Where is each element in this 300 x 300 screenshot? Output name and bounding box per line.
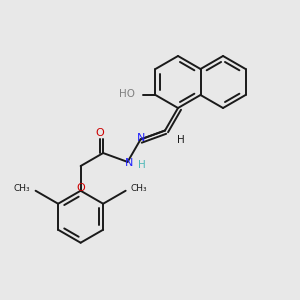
Text: O: O [76, 183, 85, 193]
Text: N: N [124, 158, 133, 168]
Text: H: H [177, 135, 184, 145]
Text: O: O [96, 128, 104, 138]
Text: HO: HO [119, 89, 136, 99]
Text: CH₃: CH₃ [14, 184, 31, 193]
Text: CH₃: CH₃ [131, 184, 147, 193]
Text: N: N [136, 134, 145, 143]
Text: H: H [138, 160, 146, 170]
